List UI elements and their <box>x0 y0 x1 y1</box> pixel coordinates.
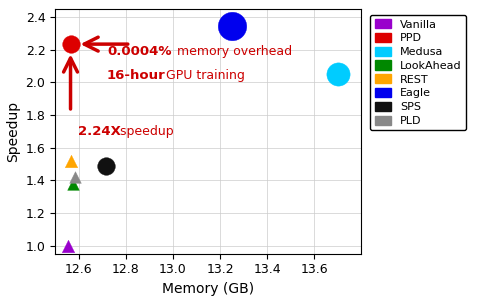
Point <box>66 42 74 47</box>
X-axis label: Memory (GB): Memory (GB) <box>162 282 254 296</box>
Text: memory overhead: memory overhead <box>173 45 292 58</box>
Point <box>71 175 79 179</box>
Text: 16-hour: 16-hour <box>107 69 165 82</box>
Legend: Vanilla, PPD, Medusa, LookAhead, REST, Eagle, SPS, PLD: Vanilla, PPD, Medusa, LookAhead, REST, E… <box>369 14 465 130</box>
Text: GPU training: GPU training <box>162 69 245 82</box>
Text: speedup: speedup <box>116 125 174 138</box>
Y-axis label: Speedup: Speedup <box>6 101 20 162</box>
Text: 2.24X: 2.24X <box>78 125 120 138</box>
Point <box>69 182 77 187</box>
Text: 0.0004%: 0.0004% <box>107 45 171 58</box>
Point <box>333 72 341 77</box>
Point <box>66 158 74 163</box>
Point <box>227 24 235 29</box>
Point <box>64 243 72 248</box>
Point <box>102 163 110 168</box>
